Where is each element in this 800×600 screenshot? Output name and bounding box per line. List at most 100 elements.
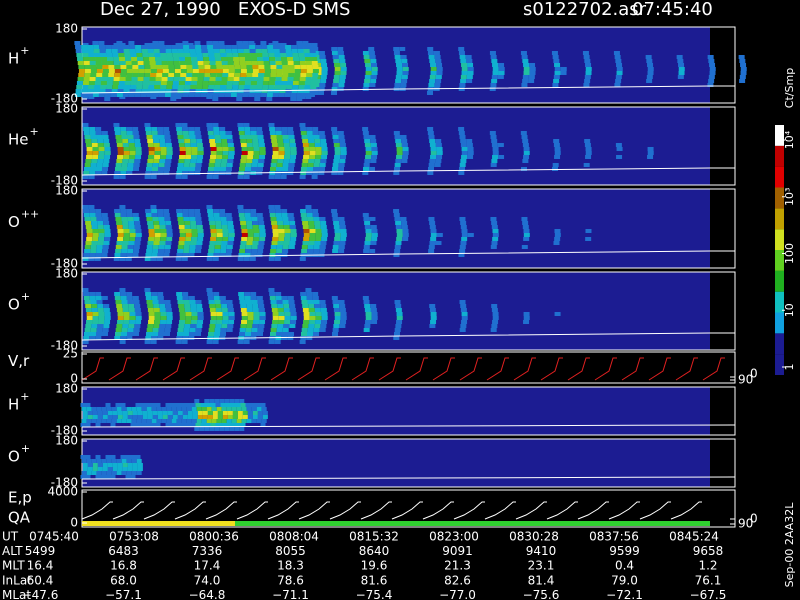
spectrum-cell [138, 69, 145, 73]
spectrum-cell [141, 419, 147, 423]
spectrum-cell [283, 308, 290, 312]
spectrum-cell [339, 59, 346, 63]
spectrum-cell [84, 73, 91, 77]
spectrum-cell [113, 57, 120, 61]
spectrum-cell [466, 143, 473, 147]
spectrum-cell [371, 155, 378, 159]
spectrum-cell [115, 332, 121, 336]
spectrum-cell [363, 135, 370, 139]
spectrum-cell [197, 312, 204, 316]
spectrum-cell [145, 403, 151, 407]
spectrum-cell [122, 308, 129, 312]
spectrum-cell [126, 73, 133, 77]
spectrum-cell [498, 71, 505, 75]
spectrum-cell [91, 419, 97, 423]
spectrum-cell [117, 155, 124, 159]
spectrum-cell [214, 300, 221, 304]
spectrum-cell [108, 73, 115, 77]
spectrum-cell [136, 85, 143, 89]
spectrum-cell [312, 127, 319, 131]
spectrum-cell [90, 65, 97, 69]
spectrum-cell [289, 225, 296, 229]
spectrum-cell [179, 147, 186, 151]
spectrum-cell [259, 237, 266, 241]
right-tick-label: 90 [738, 373, 753, 387]
spectrum-cell [105, 455, 111, 459]
spectrum-cell [190, 85, 197, 89]
spectrum-cell [288, 217, 295, 221]
spectrum-cell [148, 312, 155, 316]
table-value: −71.1 [272, 588, 309, 600]
spectrum-cell [461, 67, 468, 71]
spectrum-cell [263, 61, 270, 65]
spectrum-cell [289, 308, 296, 312]
spectrum-cell [492, 233, 499, 237]
spectrum-cell [153, 159, 160, 163]
spectrum-cell [301, 249, 308, 253]
spectrum-cell [251, 217, 258, 221]
spectrum-cell [282, 163, 289, 167]
spectrum-cell [321, 320, 328, 324]
spectrum-cell [554, 71, 561, 75]
spectrum-cell [95, 209, 102, 213]
spectrum-cell [247, 233, 254, 237]
table-value: 68.0 [110, 573, 137, 587]
spectrum-cell [251, 300, 258, 304]
spectrum-cell [429, 225, 436, 229]
spectrum-cell [127, 467, 133, 471]
spectrum-cell [116, 93, 123, 97]
spectrum-cell [102, 467, 108, 471]
spectrum-cell [150, 205, 157, 209]
panel-label: E,p [8, 489, 32, 507]
spectrum-cell [294, 69, 301, 73]
spectrum-cell [158, 300, 165, 304]
spectrum-cell [393, 253, 400, 257]
spectrum-cell [273, 49, 280, 53]
spectrum-cell [460, 304, 467, 308]
table-value: 8640 [359, 544, 390, 558]
spectrum-cell [186, 69, 193, 73]
spectrum-cell [103, 221, 110, 225]
panel-label-sup: + [20, 390, 29, 403]
footer-id: Sep-00 2AA32L [783, 502, 796, 588]
spectrum-cell [275, 209, 282, 213]
spectrum-cell [153, 139, 160, 143]
spectrum-cell [221, 304, 228, 308]
spectrum-cell [267, 45, 274, 49]
spectrum-cell [106, 85, 113, 89]
spectrum-cell [102, 245, 109, 249]
spectrum-cell [293, 77, 300, 81]
spectrum-cell [220, 249, 227, 253]
spectrum-cell [182, 411, 188, 415]
spectrum-cell [151, 209, 158, 213]
spectrum-cell [269, 57, 276, 61]
spectrum-cell [105, 49, 112, 53]
spectrum-cell [98, 312, 105, 316]
spectrum-cell [362, 296, 369, 300]
spectrum-cell [240, 308, 247, 312]
spectrum-cell [309, 147, 316, 151]
spectrum-cell [125, 61, 132, 65]
spectrum-cell [142, 415, 148, 419]
spectrum-cell [177, 245, 184, 249]
spectrum-cell [257, 300, 264, 304]
spectrum-cell [153, 89, 160, 93]
spectrum-cell [247, 155, 254, 159]
spectrum-cell [80, 403, 86, 407]
spectrum-cell [287, 131, 294, 135]
spectrum-cell [284, 93, 291, 97]
spectrum-cell [111, 89, 118, 93]
spectrum-cell [151, 131, 158, 135]
spectrum-cell [554, 233, 561, 237]
spectrum-cell [116, 143, 123, 147]
y-tick-label: 4000 [47, 485, 78, 499]
spectrum-cell [125, 455, 131, 459]
spectrum-cell [195, 135, 202, 139]
spectrum-cell [318, 51, 325, 55]
spectrum-cell [585, 147, 592, 151]
spectrum-cell [94, 85, 101, 89]
spectrum-cell [122, 225, 129, 229]
spectrum-cell [215, 225, 222, 229]
spectrum-cell [337, 171, 344, 175]
spectrum-cell [222, 65, 229, 69]
